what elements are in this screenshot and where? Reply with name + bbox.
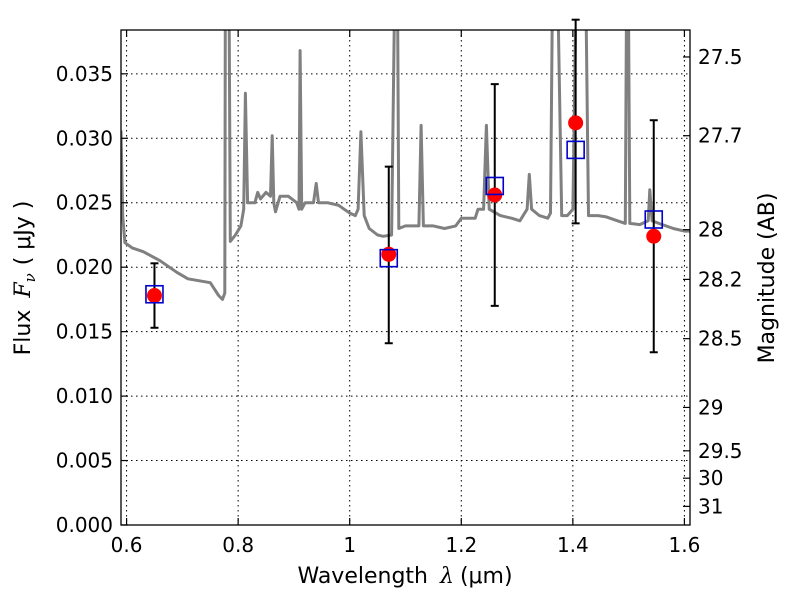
x-tick-label-5: 1.6 xyxy=(669,533,701,557)
y-tick-label-1: 0.005 xyxy=(56,449,113,473)
model-band-points xyxy=(145,140,664,304)
magnitude-tick-label-7: 30 xyxy=(698,466,723,490)
y-tick-label-0: 0.000 xyxy=(56,513,113,537)
model-spectrum-group xyxy=(121,30,690,301)
x-tick-label-2: 1 xyxy=(343,533,356,557)
observed-point-4 xyxy=(646,228,662,244)
x-tick-label-0: 0.6 xyxy=(111,533,143,557)
x-tick-label-3: 1.2 xyxy=(445,533,477,557)
model-band-point-1 xyxy=(379,248,399,268)
magnitude-tick-label-3: 28.2 xyxy=(698,267,743,291)
magnitude-tick-label-2: 28 xyxy=(698,218,723,242)
model-spectrum-line xyxy=(121,30,690,301)
y-tick-label-4: 0.020 xyxy=(56,255,113,279)
magnitude-tick-label-5: 29 xyxy=(698,395,723,419)
y-axis-ticks: 0.000 0.005 0.010 0.015 0.020 0.025 0.030 0.035 xyxy=(56,62,128,537)
plot-background xyxy=(121,30,690,525)
model-band-point-0 xyxy=(145,284,164,304)
magnitude-axis-title: Magnitude (AB) xyxy=(755,193,780,364)
x-tick-label-4: 1.4 xyxy=(557,533,589,557)
y-tick-label-3: 0.015 xyxy=(56,320,113,344)
y-tick-label-2: 0.010 xyxy=(56,384,113,408)
y-tick-label-5: 0.025 xyxy=(56,191,113,215)
magnitude-tick-label-8: 31 xyxy=(698,494,723,518)
observed-point-0 xyxy=(146,288,162,304)
x-axis-ticks: 0.6 0.8 1 1.2 1.4 1.6 xyxy=(111,30,701,557)
observed-point-1 xyxy=(381,246,397,262)
plot-frame xyxy=(120,29,691,526)
model-band-point-4 xyxy=(644,210,664,229)
magnitude-tick-label-0: 27.5 xyxy=(698,45,743,69)
y-axis-title: FluxFν( μJy ) xyxy=(11,201,39,356)
magnitude-axis-ticks: 27.5 27.7 28 28.2 28.5 29 29.5 30 31 xyxy=(683,45,743,518)
magnitude-tick-label-1: 27.7 xyxy=(698,124,743,148)
x-tick-label-1: 0.8 xyxy=(222,533,254,557)
y-tick-label-7: 0.035 xyxy=(56,62,113,86)
model-band-point-3 xyxy=(566,140,585,160)
y-tick-label-6: 0.030 xyxy=(56,126,113,150)
observed-point-3 xyxy=(568,115,584,131)
observed-points xyxy=(146,115,662,304)
magnitude-tick-label-6: 29.5 xyxy=(698,439,743,463)
x-axis-title: Wavelength λ (μm) xyxy=(297,564,512,589)
model-band-point-2 xyxy=(485,176,505,196)
magnitude-tick-label-4: 28.5 xyxy=(698,327,743,351)
